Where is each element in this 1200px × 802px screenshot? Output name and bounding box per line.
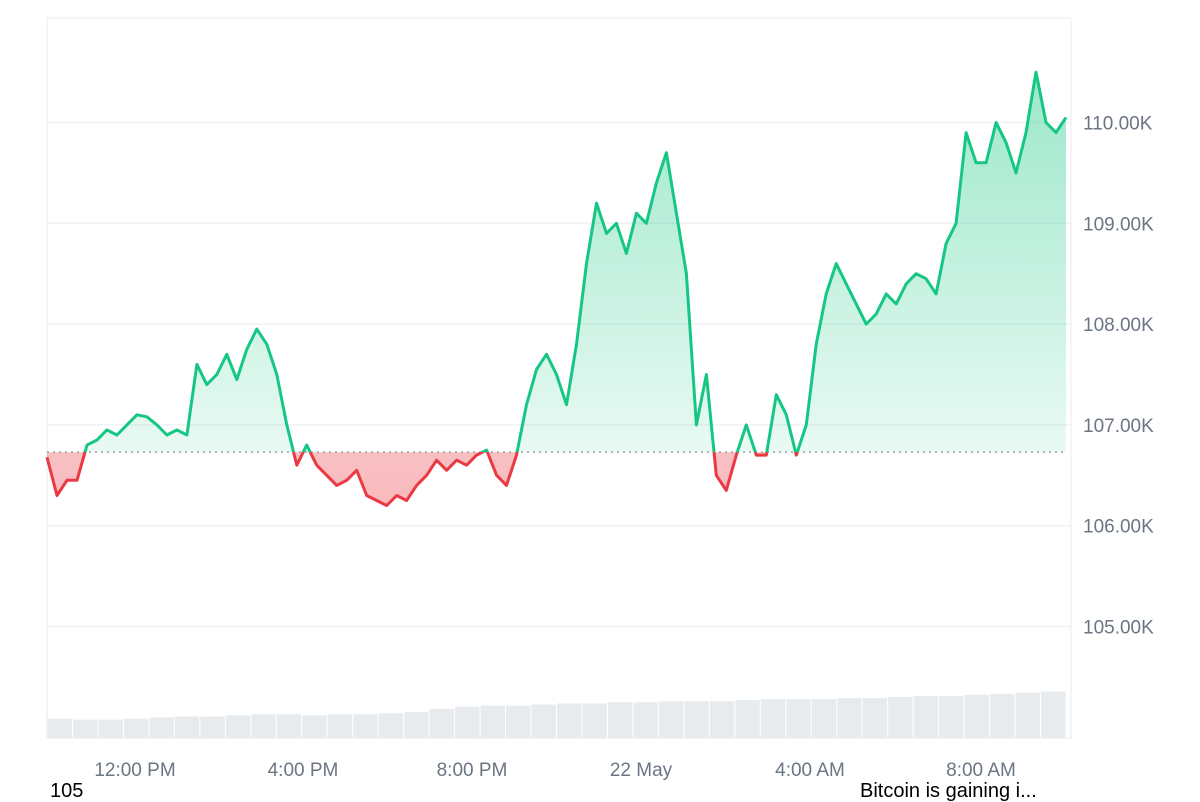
- volume-bar: [455, 706, 480, 738]
- volume-bar: [98, 719, 123, 738]
- x-tick-label: 4:00 AM: [775, 760, 845, 781]
- volume-bar: [811, 699, 837, 738]
- volume-bar: [760, 699, 786, 738]
- y-tick-label: 106.00K: [1083, 517, 1154, 538]
- volume-bar: [1041, 691, 1066, 738]
- y-tick-label: 108.00K: [1083, 315, 1154, 336]
- x-tick-label: 4:00 PM: [268, 760, 339, 781]
- price-lines: [45, 70, 1068, 507]
- volume-bars: [47, 691, 1066, 738]
- volume-bar: [658, 701, 684, 738]
- volume-bar: [735, 700, 760, 738]
- y-tick-label: 107.00K: [1083, 416, 1154, 437]
- volume-bar: [429, 708, 455, 738]
- volume-bar: [378, 713, 404, 738]
- footer-news-text[interactable]: Bitcoin is gaining i...: [860, 780, 1037, 802]
- volume-bar: [174, 716, 200, 738]
- volume-bar: [964, 694, 990, 738]
- volume-bar: [251, 714, 276, 738]
- x-tick-label: 8:00 PM: [437, 760, 508, 781]
- y-axis-ticks: 110.00K 109.00K 108.00K 107.00K 106.00K 105.0…: [1083, 114, 1154, 639]
- grid-lines: [47, 121, 1071, 628]
- y-tick-label: 109.00K: [1083, 214, 1154, 235]
- volume-bar: [123, 718, 149, 738]
- volume-bar: [990, 693, 1015, 738]
- volume-bar: [302, 715, 327, 738]
- y-tick-label: 110.00K: [1083, 114, 1153, 135]
- volume-bar: [72, 719, 98, 738]
- volume-bar: [149, 717, 174, 738]
- volume-bar: [607, 702, 633, 738]
- volume-bar: [276, 714, 302, 738]
- volume-bar: [888, 696, 913, 738]
- volume-bar: [506, 705, 531, 738]
- volume-bar: [709, 701, 735, 738]
- volume-bar: [225, 715, 251, 738]
- volume-bar: [557, 703, 582, 738]
- volume-bar: [862, 698, 888, 738]
- volume-bar: [913, 695, 939, 738]
- x-tick-label: 22 May: [610, 760, 673, 781]
- volume-bar: [1015, 692, 1041, 738]
- x-tick-label: 8:00 AM: [946, 760, 1016, 781]
- x-axis-ticks: 12:00 PM 4:00 PM 8:00 PM 22 May 4:00 AM 8:00 …: [94, 760, 1016, 781]
- volume-bar: [404, 712, 429, 738]
- volume-bar: [939, 695, 964, 738]
- volume-bar: [353, 714, 378, 738]
- volume-bar: [633, 702, 658, 738]
- volume-bar: [684, 701, 709, 738]
- y-tick-label: 105.00K: [1083, 618, 1154, 639]
- volume-bar: [582, 703, 607, 738]
- volume-bar: [327, 714, 353, 738]
- volume-bar: [531, 704, 556, 738]
- x-tick-label: 12:00 PM: [94, 760, 175, 781]
- price-line-up: [83, 70, 1068, 453]
- footer-left-text: 105: [50, 780, 84, 802]
- volume-bar: [786, 699, 811, 738]
- volume-bar: [837, 698, 862, 738]
- volume-bar: [200, 716, 225, 738]
- volume-bar: [47, 718, 72, 738]
- volume-bar: [480, 705, 506, 738]
